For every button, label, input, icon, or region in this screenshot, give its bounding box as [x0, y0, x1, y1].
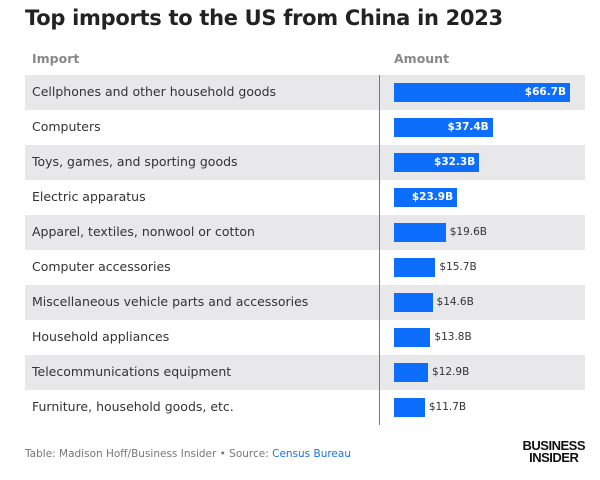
chart-title: Top imports to the US from China in 2023 [25, 6, 503, 30]
bar-value-label: $37.4B [447, 121, 489, 133]
credit-text: Table: Madison Hoff/Business Insider • S… [25, 448, 273, 460]
bar [394, 398, 425, 417]
bar-value-label: $15.7B [439, 261, 477, 273]
table-row: Computer accessories $15.7B [25, 250, 585, 285]
table-row: Household appliances $13.8B [25, 320, 585, 355]
bar [394, 258, 436, 277]
table-row: Furniture, household goods, etc. $11.7B [25, 390, 585, 425]
bar-value-label: $13.8B [434, 331, 472, 343]
row-label: Household appliances [32, 329, 170, 344]
table-row: Electric apparatus $23.9B [25, 180, 585, 215]
row-label: Computers [32, 119, 101, 134]
bar [394, 188, 458, 207]
logo-line1: BUSINESS [522, 438, 586, 453]
bar-value-label: $66.7B [524, 86, 566, 98]
logo-line2: INSIDER [529, 450, 579, 465]
table-row: Cellphones and other household goods $66.… [25, 75, 585, 110]
column-header-amount: Amount [394, 51, 450, 66]
table-row: Computers $37.4B [25, 110, 585, 145]
bar [394, 363, 429, 382]
row-label: Furniture, household goods, etc. [32, 399, 234, 414]
row-label: Miscellaneous vehicle parts and accessor… [32, 294, 309, 309]
bar-value-label: $14.6B [436, 296, 474, 308]
bar [394, 328, 431, 347]
footer-credit: Table: Madison Hoff/Business Insider • S… [25, 448, 351, 460]
bar-value-label: $19.6B [449, 226, 487, 238]
bar-value-label: $23.9B [411, 191, 454, 203]
row-label: Electric apparatus [32, 189, 146, 204]
bar [394, 118, 493, 137]
table-row: Telecommunications equipment $12.9B [25, 355, 585, 390]
row-label: Apparel, textiles, nonwool or cotton [32, 224, 255, 239]
bar [394, 83, 570, 102]
table-row: Apparel, textiles, nonwool or cotton $19.… [25, 215, 585, 250]
row-label: Telecommunications equipment [32, 364, 232, 379]
bar-value-label: $12.9B [432, 366, 470, 378]
bar-value-label: $32.3B [434, 156, 476, 168]
source-link[interactable]: Census Bureau [272, 448, 351, 460]
table-body: Cellphones and other household goods $66.… [25, 75, 585, 425]
table-row: Miscellaneous vehicle parts and accessor… [25, 285, 585, 320]
table-row: Toys, games, and sporting goods $32.3B [25, 145, 585, 180]
bar [394, 223, 446, 242]
row-label: Toys, games, and sporting goods [32, 154, 238, 169]
bar [394, 153, 480, 172]
column-divider [379, 75, 380, 425]
bar [394, 293, 433, 312]
bar-value-label: $11.7B [428, 401, 467, 413]
row-label: Computer accessories [32, 259, 171, 274]
column-header-import: Import [32, 51, 80, 66]
row-label: Cellphones and other household goods [32, 84, 277, 99]
business-insider-logo: BUSINESS INSIDER [522, 438, 586, 465]
